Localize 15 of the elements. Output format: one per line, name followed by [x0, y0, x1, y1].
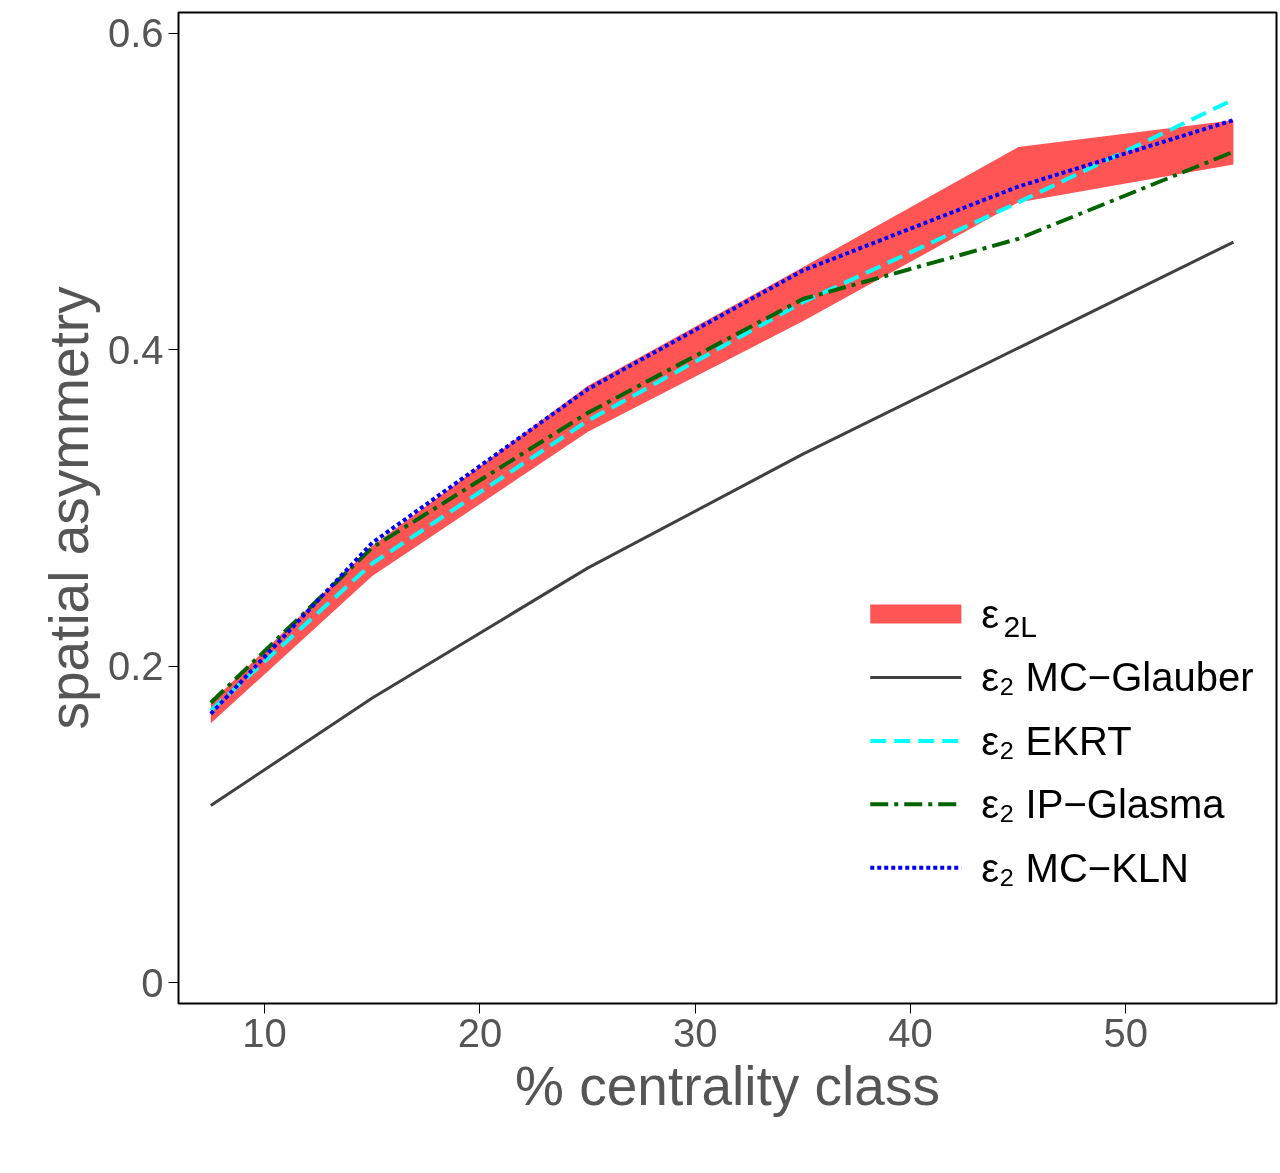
x-tick-label: 20: [457, 1010, 503, 1055]
legend-label: ε₂ IP−Glasma: [981, 782, 1226, 827]
y-tick-label: 0.2: [107, 644, 164, 689]
legend-label: ε₂ MC−KLN: [981, 845, 1189, 890]
y-axis-title: spatial asymmetry: [37, 285, 100, 730]
x-axis-title: % centrality class: [515, 1054, 940, 1117]
legend-label: ε₂ MC−Glauber: [981, 655, 1254, 700]
x-tick-label: 40: [888, 1010, 933, 1055]
legend-label: ε₂ EKRT: [981, 718, 1132, 763]
x-tick-label: 50: [1103, 1010, 1149, 1055]
y-tick-label: 0.4: [107, 327, 164, 372]
x-tick-label: 10: [242, 1010, 287, 1055]
x-tick-label: 30: [672, 1010, 718, 1055]
y-tick-label: 0: [141, 960, 164, 1005]
y-tick-label: 0.6: [107, 11, 164, 56]
